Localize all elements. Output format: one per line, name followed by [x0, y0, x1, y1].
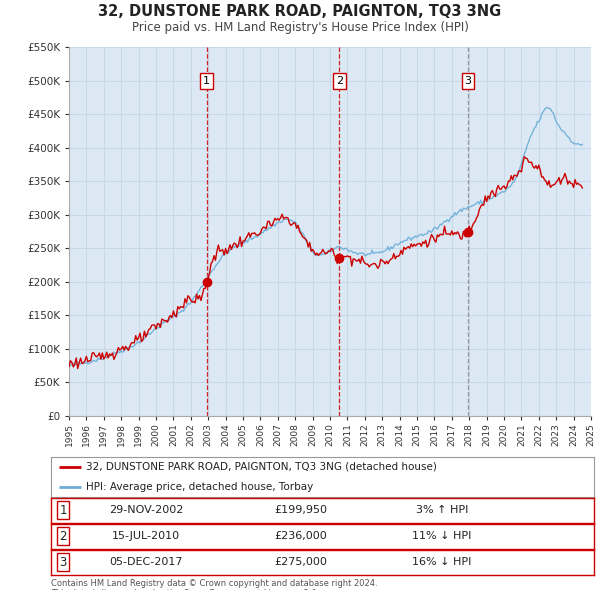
Text: 29-NOV-2002: 29-NOV-2002: [109, 506, 183, 515]
Text: HPI: Average price, detached house, Torbay: HPI: Average price, detached house, Torb…: [86, 482, 314, 491]
Text: Price paid vs. HM Land Registry's House Price Index (HPI): Price paid vs. HM Land Registry's House …: [131, 21, 469, 34]
Text: 1: 1: [203, 76, 210, 86]
Text: 32, DUNSTONE PARK ROAD, PAIGNTON, TQ3 3NG (detached house): 32, DUNSTONE PARK ROAD, PAIGNTON, TQ3 3N…: [86, 462, 437, 471]
Text: 1: 1: [59, 504, 67, 517]
Text: 15-JUL-2010: 15-JUL-2010: [112, 532, 180, 541]
Text: 32, DUNSTONE PARK ROAD, PAIGNTON, TQ3 3NG: 32, DUNSTONE PARK ROAD, PAIGNTON, TQ3 3N…: [98, 4, 502, 19]
Text: 16% ↓ HPI: 16% ↓ HPI: [412, 558, 472, 567]
Text: 11% ↓ HPI: 11% ↓ HPI: [412, 532, 472, 541]
Text: Contains HM Land Registry data © Crown copyright and database right 2024.
This d: Contains HM Land Registry data © Crown c…: [51, 579, 377, 590]
Text: 2: 2: [59, 530, 67, 543]
Text: 05-DEC-2017: 05-DEC-2017: [109, 558, 183, 567]
Text: 3: 3: [59, 556, 67, 569]
Text: 3% ↑ HPI: 3% ↑ HPI: [416, 506, 468, 515]
Text: 3: 3: [464, 76, 472, 86]
Text: 2: 2: [336, 76, 343, 86]
Text: £199,950: £199,950: [274, 506, 327, 515]
Text: £236,000: £236,000: [274, 532, 327, 541]
Text: £275,000: £275,000: [274, 558, 327, 567]
